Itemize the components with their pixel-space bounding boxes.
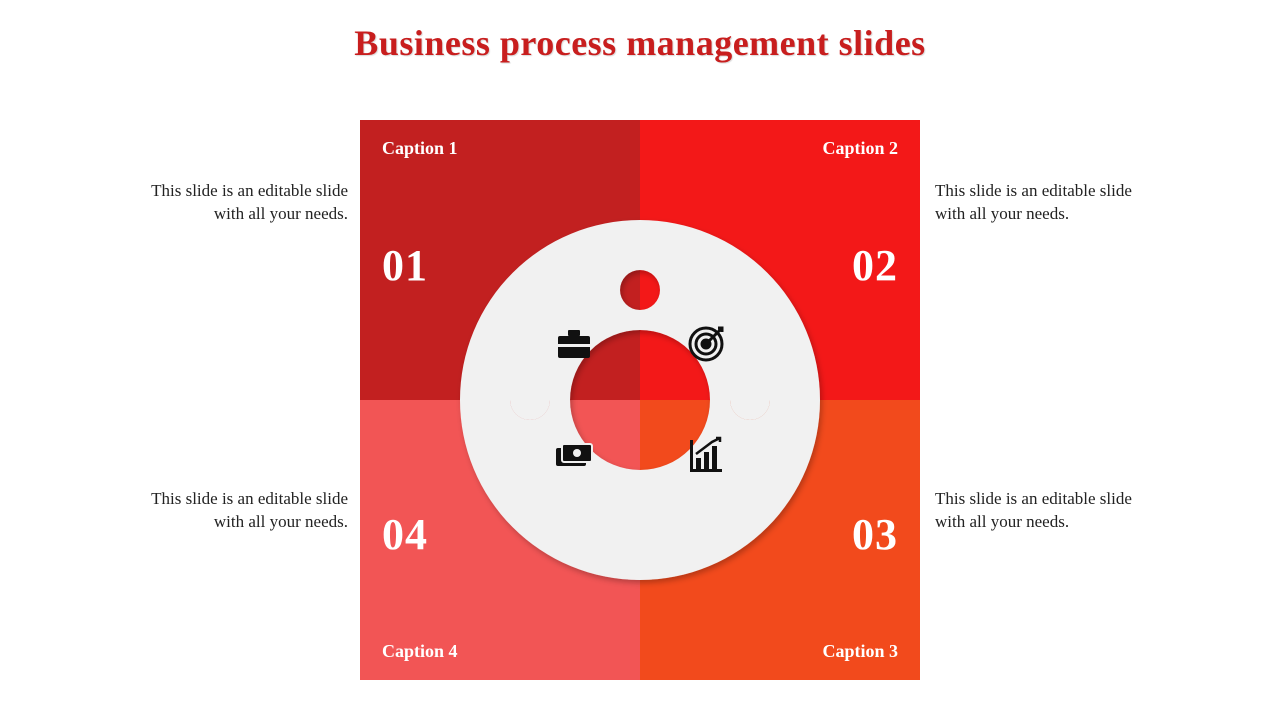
quadrant-4: Caption 4 04	[360, 400, 640, 680]
caption-1: Caption 1	[382, 138, 458, 159]
desc-1: This slide is an editable slide with all…	[128, 180, 348, 226]
money-icon	[550, 432, 598, 480]
number-4: 04	[382, 509, 428, 560]
briefcase-icon	[550, 320, 598, 368]
caption-2: Caption 2	[822, 138, 898, 159]
desc-3: This slide is an editable slide with all…	[935, 488, 1155, 534]
quadrant-1: Caption 1 01	[360, 120, 640, 400]
desc-2: This slide is an editable slide with all…	[935, 180, 1155, 226]
page-title: Business process management slides	[354, 22, 925, 64]
caption-3: Caption 3	[822, 641, 898, 662]
number-3: 03	[852, 509, 898, 560]
number-2: 02	[852, 240, 898, 291]
chart-icon	[682, 432, 730, 480]
target-icon	[682, 320, 730, 368]
number-1: 01	[382, 240, 428, 291]
caption-4: Caption 4	[382, 641, 458, 662]
desc-4: This slide is an editable slide with all…	[128, 488, 348, 534]
diagram-stage: Caption 1 01 Caption 2 02 Caption 3 03 C…	[360, 120, 920, 680]
